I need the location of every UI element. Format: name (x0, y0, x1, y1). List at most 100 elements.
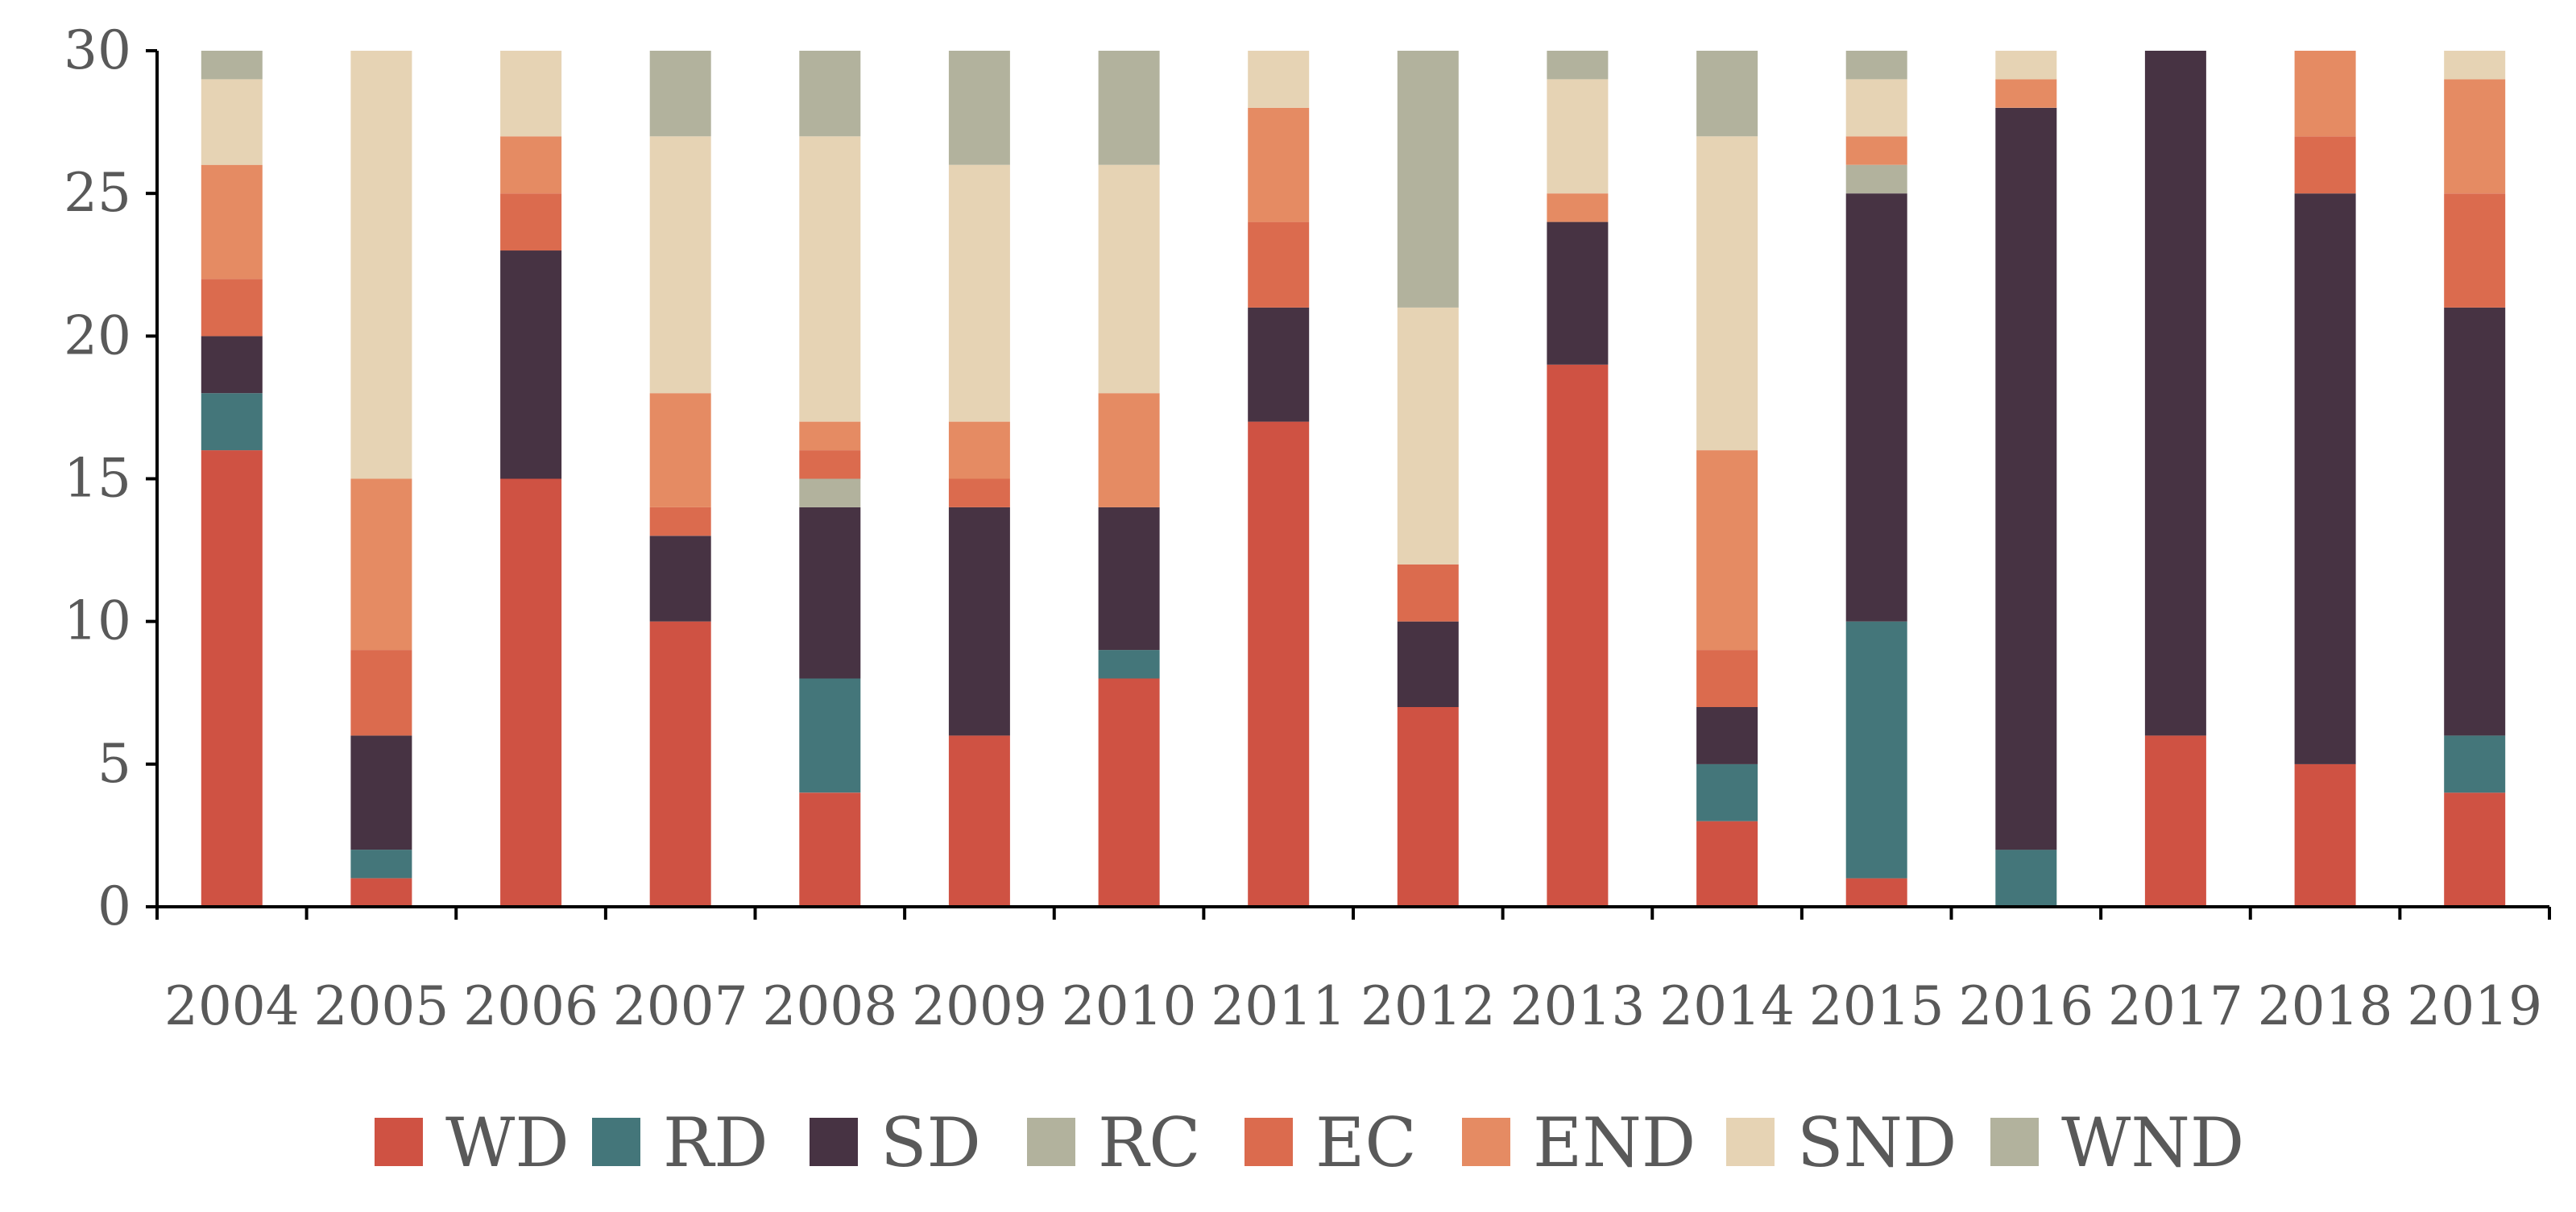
bar-2011-sd (1248, 307, 1310, 422)
axes-layer (146, 49, 2551, 920)
bar-2011-ec (1248, 221, 1310, 308)
bar-2018-wd (2294, 763, 2356, 907)
legend-item-rd: RD (592, 1103, 768, 1182)
bar-2004-wnd (201, 51, 263, 80)
bar-2012-sd (1397, 621, 1459, 707)
bar-2010-wd (1098, 678, 1160, 907)
bar-2008-ec (799, 450, 861, 479)
legend-swatch (1990, 1118, 2039, 1166)
bar-2006-sd (500, 250, 562, 479)
bar-2010-snd (1098, 164, 1160, 394)
bar-2006-end (500, 136, 562, 194)
bar-2010-sd (1098, 507, 1160, 651)
bar-2013-end (1547, 193, 1609, 222)
bar-2019-rd (2444, 735, 2506, 793)
bars-layer (201, 51, 2506, 907)
x-tick-label: 2018 (2258, 975, 2393, 1037)
x-tick-label: 2005 (313, 975, 449, 1037)
bar-2008-rd (799, 678, 861, 793)
bar-2019-ec (2444, 193, 2506, 308)
legend-label: WND (2061, 1103, 2244, 1182)
bar-2008-sd (799, 507, 861, 679)
legend-swatch (1462, 1118, 1510, 1166)
x-tick-label: 2007 (613, 975, 748, 1037)
legend-label: SND (1797, 1103, 1957, 1182)
bar-2009-wd (948, 735, 1010, 907)
bar-2015-rd (1845, 621, 1907, 879)
bar-2011-end (1248, 107, 1310, 222)
bar-2014-ec (1696, 650, 1758, 707)
legend-label: WD (445, 1103, 569, 1182)
legend-item-rc: RC (1027, 1103, 1201, 1182)
legend-item-sd: SD (810, 1103, 981, 1182)
bar-2015-snd (1845, 79, 1907, 137)
bar-2015-wd (1845, 878, 1907, 907)
bar-2016-sd (1995, 107, 2057, 850)
bar-2006-snd (500, 51, 562, 137)
bar-2018-end (2294, 51, 2356, 137)
legend-item-snd: SND (1726, 1103, 1957, 1182)
bar-2014-wd (1696, 821, 1758, 907)
bar-2013-sd (1547, 221, 1609, 365)
legend-label: END (1533, 1103, 1696, 1182)
x-tick-label: 2016 (1958, 975, 2094, 1037)
bar-2010-wnd (1098, 51, 1160, 165)
y-tick-label: 20 (64, 304, 131, 366)
bar-2009-sd (948, 507, 1010, 736)
x-tick-label: 2019 (2407, 975, 2542, 1037)
bar-2008-rc (799, 478, 861, 507)
bar-2015-wnd (1845, 51, 1907, 80)
bar-2006-ec (500, 193, 562, 251)
bar-2012-snd (1397, 307, 1459, 565)
bar-2015-sd (1845, 193, 1907, 622)
bar-2018-ec (2294, 136, 2356, 194)
bar-2010-end (1098, 393, 1160, 507)
x-tick-label: 2010 (1062, 975, 1197, 1037)
x-tick-label: 2004 (164, 975, 300, 1037)
y-tick-label: 10 (64, 590, 131, 652)
bar-2016-end (1995, 79, 2057, 108)
x-tick-label: 2015 (1809, 975, 1944, 1037)
legend-swatch (592, 1118, 640, 1166)
bar-2015-rc (1845, 164, 1907, 194)
y-tick-label: 5 (97, 733, 131, 795)
y-tick-label: 15 (64, 448, 131, 510)
bar-2008-wd (799, 792, 861, 907)
legend-swatch (1726, 1118, 1775, 1166)
bar-2005-wd (350, 878, 412, 907)
bar-2004-end (201, 164, 263, 279)
legend-label: RD (663, 1103, 768, 1182)
bar-2009-snd (948, 164, 1010, 422)
bar-2014-snd (1696, 136, 1758, 451)
bar-2019-snd (2444, 51, 2506, 80)
y-tick-label: 0 (97, 875, 131, 937)
bar-2007-wnd (649, 51, 711, 137)
x-tick-label: 2014 (1659, 975, 1795, 1037)
bar-2019-end (2444, 79, 2506, 194)
bar-2004-sd (201, 336, 263, 394)
bar-2008-snd (799, 136, 861, 422)
bar-2017-wd (2144, 735, 2206, 907)
x-tick-label: 2011 (1211, 975, 1346, 1037)
bar-2015-end (1845, 136, 1907, 165)
bar-2007-end (649, 393, 711, 507)
bar-2019-sd (2444, 307, 2506, 736)
x-tick-label: 2006 (463, 975, 598, 1037)
bar-2017-sd (2144, 51, 2206, 736)
bar-2009-ec (948, 478, 1010, 507)
bar-2016-snd (1995, 51, 2057, 80)
legend-item-wnd: WND (1990, 1103, 2244, 1182)
bar-2008-end (799, 421, 861, 450)
bar-2009-end (948, 421, 1010, 479)
legend-item-end: END (1462, 1103, 1696, 1182)
bar-2012-ec (1397, 564, 1459, 622)
x-tick-label: 2008 (762, 975, 897, 1037)
y-tick-label: 30 (64, 19, 131, 81)
legend-swatch (1027, 1118, 1075, 1166)
bar-2014-end (1696, 450, 1758, 651)
bar-2009-wnd (948, 51, 1010, 165)
bar-2004-ec (201, 279, 263, 337)
bar-2005-ec (350, 650, 412, 736)
bar-2007-wd (649, 621, 711, 907)
